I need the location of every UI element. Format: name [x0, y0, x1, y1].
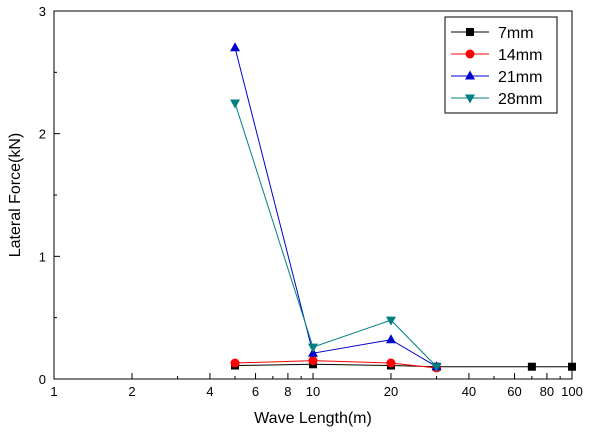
data-point — [230, 42, 241, 52]
x-tick-label: 8 — [284, 384, 291, 399]
data-point — [308, 356, 318, 366]
x-tick-label: 6 — [252, 384, 259, 399]
legend-label: 7mm — [498, 25, 534, 42]
legend-label: 28mm — [498, 91, 542, 108]
legend: 7mm 14mm 21mm 28mm — [444, 16, 558, 114]
data-point — [431, 363, 442, 373]
data-point — [527, 362, 536, 371]
data-point — [386, 358, 396, 368]
legend-item-21mm: 21mm — [451, 69, 542, 86]
x-tick-label: 20 — [384, 384, 398, 399]
data-point — [385, 334, 396, 344]
x-axis-title: Wave Length(m) — [254, 410, 372, 427]
legend-marker — [465, 94, 475, 104]
series-21mm — [230, 42, 442, 371]
x-tick-label: 80 — [540, 384, 554, 399]
data-point — [230, 358, 240, 368]
x-tick-label: 100 — [561, 384, 583, 399]
y-tick-label: 3 — [39, 4, 46, 19]
x-tick-label: 60 — [507, 384, 521, 399]
series-layer — [230, 42, 576, 373]
series-line — [234, 102, 437, 368]
data-point — [308, 343, 318, 353]
x-tick-label: 40 — [462, 384, 476, 399]
legend-marker — [466, 28, 474, 36]
legend-box — [444, 16, 558, 114]
legend-label: 14mm — [498, 47, 542, 64]
x-tick-label: 4 — [206, 384, 213, 399]
series-28mm — [230, 99, 442, 373]
legend-item-14mm: 14mm — [451, 47, 542, 64]
legend-item-28mm: 28mm — [451, 91, 542, 108]
legend-marker — [465, 49, 475, 59]
y-axis-title: Lateral Force(kN) — [7, 133, 24, 257]
legend-label: 21mm — [498, 69, 542, 86]
x-tick-label: 2 — [128, 384, 135, 399]
y-tick-label: 2 — [39, 127, 46, 142]
data-point — [385, 316, 396, 326]
y-tick-label: 0 — [39, 372, 46, 387]
legend-item-7mm: 7mm — [451, 25, 534, 42]
legend-marker — [465, 70, 475, 80]
x-tick-label: 10 — [306, 384, 320, 399]
x-tick-label: 1 — [50, 384, 57, 399]
y-tick-label: 1 — [39, 249, 46, 264]
series-line — [234, 47, 437, 368]
series-line — [235, 360, 437, 369]
data-point — [230, 99, 241, 109]
series-line — [235, 363, 572, 368]
